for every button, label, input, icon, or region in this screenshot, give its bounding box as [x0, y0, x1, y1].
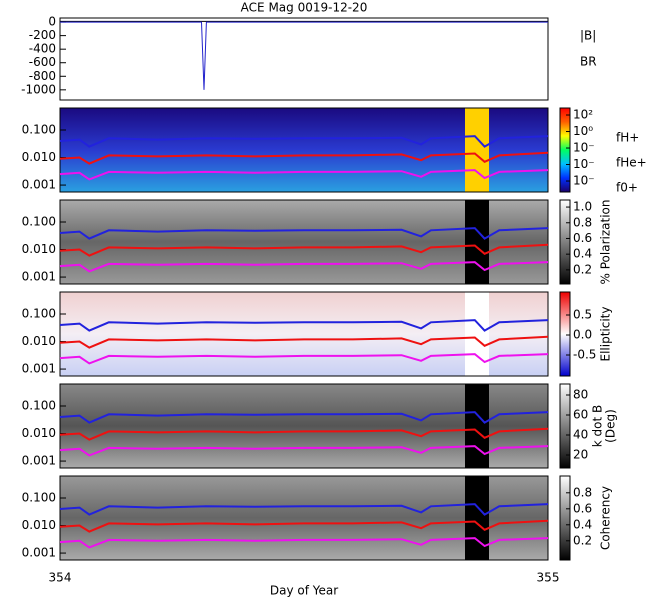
y-tick-label: -800 — [29, 69, 56, 83]
colorbar-label: k dot B — [591, 405, 605, 447]
colorbar-tick-label: 0.2 — [573, 533, 592, 547]
series-line — [59, 445, 549, 457]
data-gap — [465, 384, 489, 468]
chart-title: ACE Mag 0019-12-20 — [241, 1, 368, 15]
y-tick-label: 0.001 — [22, 454, 56, 468]
x-tick-label: 355 — [537, 571, 560, 585]
colorbar-label: Ellipticity — [599, 307, 613, 362]
series-line — [59, 519, 549, 533]
y-tick-label: 0.001 — [22, 178, 56, 192]
series-line — [59, 537, 549, 549]
data-gap — [465, 200, 489, 284]
plot-frame — [59, 17, 549, 101]
legend-entry: BR — [580, 55, 597, 69]
y-tick-label: 0.001 — [22, 362, 56, 376]
series-line — [59, 243, 549, 257]
series-line — [59, 411, 549, 424]
colorbar — [559, 383, 571, 469]
legend-entry: fHe+ — [616, 156, 647, 170]
colorbar-tick-label: 0.8 — [573, 215, 592, 229]
colorbar-tick-label: 0.0 — [573, 328, 592, 342]
plot-frame — [59, 475, 549, 561]
y-tick-label: 0.100 — [22, 399, 56, 413]
plot-frame — [59, 291, 549, 377]
colorbar-tick-label: 0.5 — [573, 308, 592, 322]
x-tick-label: 354 — [49, 571, 72, 585]
y-tick-label: 0.100 — [22, 215, 56, 229]
legend-entry: fH+ — [616, 131, 639, 145]
y-tick-label: -1000 — [21, 82, 56, 96]
series-line — [59, 335, 549, 349]
series-line — [59, 353, 549, 365]
plot-frame — [59, 199, 549, 285]
series-line — [59, 135, 549, 148]
series-line — [60, 21, 548, 90]
colorbar-tick-label: 0.2 — [573, 262, 592, 276]
colorbar-tick-label: 0.8 — [573, 485, 592, 499]
colorbar-tick-label: 0.6 — [573, 231, 592, 245]
data-gap — [465, 476, 489, 560]
series-line — [59, 503, 549, 516]
colorbar-tick-label: -0.5 — [573, 348, 596, 362]
series-line — [59, 261, 549, 273]
y-tick-label: 0.010 — [22, 518, 56, 532]
colorbar-tick-label: 1.0 — [573, 200, 592, 214]
colorbar-tick-label: 0.6 — [573, 501, 592, 515]
colorbar-tick-label: 20 — [573, 448, 588, 462]
legend-entry: f0+ — [616, 181, 638, 195]
colorbar — [559, 199, 571, 285]
colorbar — [559, 475, 571, 561]
legend-entry: |B| — [580, 29, 596, 43]
plot-frame — [59, 107, 549, 193]
colorbar-tick-label: 60 — [573, 408, 588, 422]
y-tick-label: 0.001 — [22, 546, 56, 560]
colorbar-tick-label: 10⁻ — [573, 141, 595, 155]
data-gap — [465, 292, 489, 376]
colorbar-tick-label: 40 — [573, 428, 588, 442]
colorbar — [559, 107, 571, 193]
colorbar-tick-label: 10⁻ — [573, 157, 595, 171]
plot-frame — [59, 383, 549, 469]
colorbar-tick-label: 0.4 — [573, 247, 592, 261]
y-tick-label: -200 — [29, 28, 56, 42]
colorbar-tick-label: 10² — [573, 108, 593, 122]
y-tick-label: 0 — [48, 15, 56, 29]
y-tick-label: 0.100 — [22, 491, 56, 505]
y-tick-label: 0.010 — [22, 242, 56, 256]
series-line — [59, 319, 549, 332]
x-axis-label: Day of Year — [270, 584, 338, 598]
series-line — [59, 151, 549, 165]
colorbar-label: (Deg) — [604, 409, 618, 443]
series-line — [59, 169, 549, 181]
y-tick-label: 0.010 — [22, 150, 56, 164]
series-line — [59, 427, 549, 441]
colorbar-tick-label: 80 — [573, 388, 588, 402]
y-tick-label: 0.100 — [22, 307, 56, 321]
colorbar-label: Coherency — [599, 486, 613, 550]
colorbar-tick-label: 0.4 — [573, 517, 592, 531]
y-tick-label: 0.001 — [22, 270, 56, 284]
colorbar-tick-label: 10⁻ — [573, 174, 595, 188]
series-line — [59, 227, 549, 240]
colorbar-tick-label: 10⁰ — [573, 124, 593, 138]
colorbar-label: % Polarization — [599, 200, 613, 285]
data-gap — [465, 108, 489, 192]
colorbar — [559, 291, 571, 377]
y-tick-label: 0.100 — [22, 123, 56, 137]
y-tick-label: -400 — [29, 42, 56, 56]
y-tick-label: 0.010 — [22, 426, 56, 440]
y-tick-label: 0.010 — [22, 334, 56, 348]
y-tick-label: -600 — [29, 55, 56, 69]
